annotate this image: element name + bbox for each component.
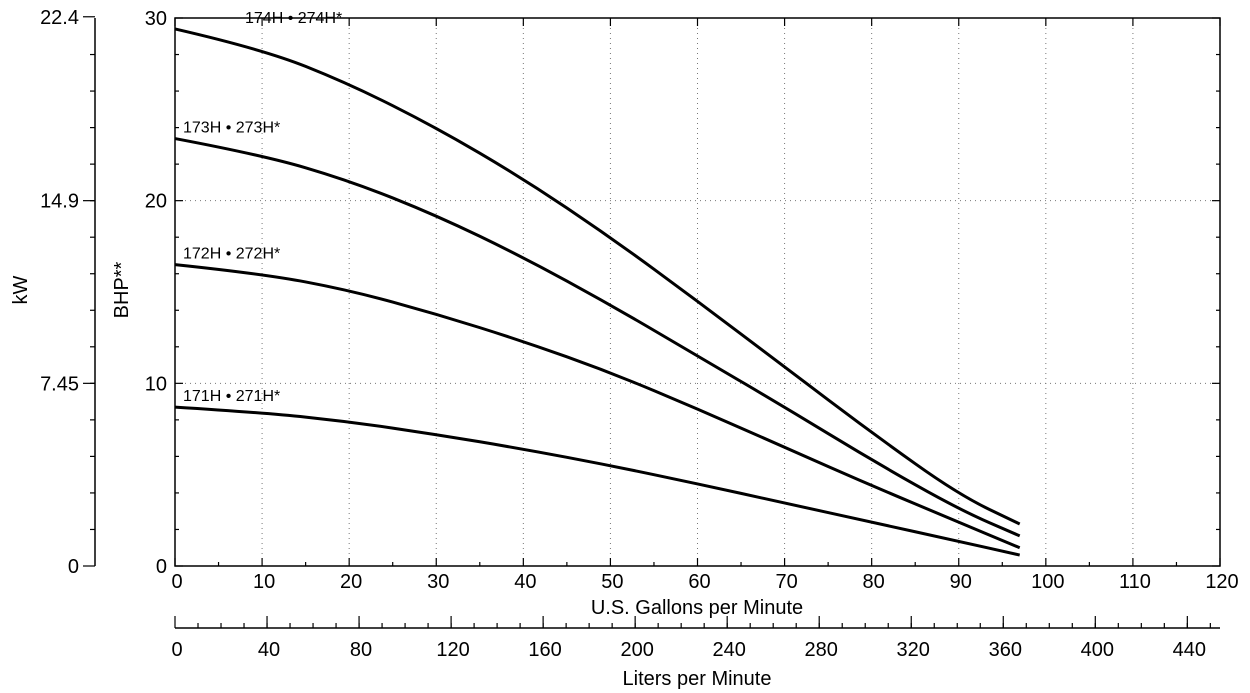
grid-layer <box>175 18 1220 566</box>
lpm-tick-label: 80 <box>350 639 372 661</box>
series-curve <box>174 263 1021 550</box>
series-curve <box>174 405 1021 557</box>
x-tick-label: 70 <box>775 571 797 593</box>
y-tick-label: 30 <box>145 8 167 30</box>
lpm-axis: 0 40 80 120 160 200 240 280 320 360 400 440 <box>171 616 1220 661</box>
lpm-tick-label: 400 <box>1081 639 1114 661</box>
lpm-tick-label: 320 <box>897 639 930 661</box>
lpm-tick-label: 440 <box>1173 639 1206 661</box>
series-label: 171H • 271H* <box>183 388 280 405</box>
series-label: 172H • 272H* <box>183 246 280 263</box>
kw-axis-title: kW <box>10 275 32 304</box>
x-tick-label: 30 <box>427 571 449 593</box>
lpm-tick-label: 40 <box>258 639 280 661</box>
x-tick-label: 20 <box>340 571 362 593</box>
series-label: 173H • 273H* <box>183 120 280 137</box>
y-tick-label: 10 <box>145 373 167 395</box>
x-tick-label: 120 <box>1205 571 1238 593</box>
series-label: 174H • 274H* <box>245 10 342 27</box>
x-tick-label: 90 <box>950 571 972 593</box>
x-tick-label: 60 <box>688 571 710 593</box>
lpm-tick-label: 360 <box>989 639 1022 661</box>
y-tick-label: 0 <box>156 556 167 578</box>
x-tick-label: 10 <box>253 571 275 593</box>
kw-tick-label: 22.4 <box>40 7 79 29</box>
x-tick-label: 100 <box>1031 571 1064 593</box>
lpm-tick-label: 280 <box>805 639 838 661</box>
lpm-tick-label: 0 <box>171 639 182 661</box>
x-tick-label: 80 <box>863 571 885 593</box>
x-tick-label: 40 <box>514 571 536 593</box>
lpm-tick-label: 200 <box>620 639 653 661</box>
kw-tick-label: 14.9 <box>40 191 79 213</box>
curves-layer <box>174 27 1021 557</box>
series-curve <box>174 137 1021 538</box>
x-tick-label: 110 <box>1119 571 1151 593</box>
lpm-axis-title: Liters per Minute <box>623 668 772 690</box>
y-tick-label: 20 <box>145 191 167 213</box>
lpm-tick-label: 160 <box>528 639 561 661</box>
lpm-tick-label: 240 <box>712 639 745 661</box>
x-axis-title: U.S. Gallons per Minute <box>591 597 803 619</box>
kw-tick-label: 7.45 <box>40 373 79 395</box>
ticks-layer <box>174 17 1221 567</box>
kw-axis: 0 7.45 14.9 22.4 <box>40 7 96 578</box>
x-tick-label: 0 <box>171 571 182 593</box>
lpm-tick-label: 120 <box>436 639 469 661</box>
x-tick-label: 50 <box>601 571 623 593</box>
y-axis-title: BHP** <box>111 261 133 318</box>
labels-layer: 0 10 20 30 40 50 60 70 80 90 100 110 120 0 10 20 30 171H … <box>145 8 1239 593</box>
kw-tick-label: 0 <box>68 556 79 578</box>
series-curve <box>174 27 1021 526</box>
